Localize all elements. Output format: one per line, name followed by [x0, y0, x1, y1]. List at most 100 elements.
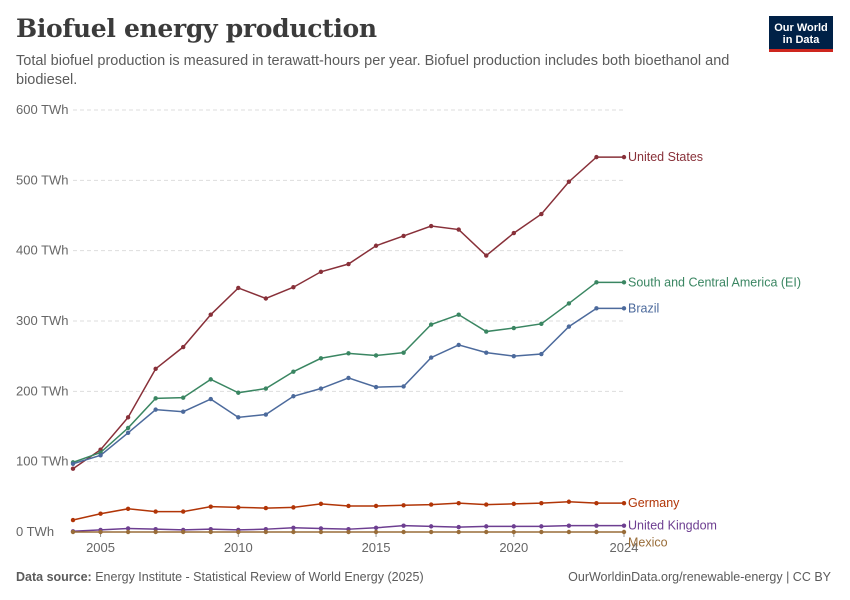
data-point[interactable] — [346, 529, 351, 535]
data-point[interactable] — [456, 524, 461, 530]
data-point[interactable] — [456, 342, 461, 348]
data-point[interactable] — [594, 529, 599, 535]
data-point[interactable] — [291, 505, 296, 510]
data-point[interactable] — [125, 529, 131, 535]
data-point[interactable] — [98, 453, 103, 458]
data-point[interactable] — [208, 529, 213, 535]
data-point[interactable] — [428, 223, 434, 229]
data-point[interactable] — [594, 500, 599, 506]
series-label[interactable]: Brazil — [628, 301, 659, 315]
url-license[interactable]: OurWorldinData.org/renewable-energy | CC… — [568, 570, 831, 584]
data-point[interactable] — [594, 154, 599, 160]
data-point[interactable] — [539, 524, 544, 529]
data-point[interactable] — [373, 353, 379, 358]
data-point[interactable] — [291, 529, 296, 535]
data-point[interactable] — [621, 500, 627, 506]
data-point[interactable] — [263, 386, 269, 391]
data-point[interactable] — [456, 500, 461, 506]
data-point[interactable] — [291, 394, 296, 399]
data-point[interactable] — [98, 511, 103, 516]
data-point[interactable] — [621, 523, 627, 528]
data-point[interactable] — [346, 375, 351, 381]
data-point[interactable] — [484, 524, 489, 529]
data-point[interactable] — [401, 350, 406, 355]
data-point[interactable] — [456, 312, 461, 317]
data-point[interactable] — [511, 529, 516, 535]
data-point[interactable] — [153, 396, 158, 401]
data-point[interactable] — [511, 524, 516, 529]
data-point[interactable] — [511, 353, 516, 359]
data-point[interactable] — [621, 306, 627, 311]
data-point[interactable] — [373, 503, 379, 509]
data-point[interactable] — [566, 529, 572, 535]
data-source-text[interactable]: Energy Institute - Statistical Review of… — [95, 570, 424, 584]
data-point[interactable] — [484, 350, 489, 355]
data-point[interactable] — [70, 461, 76, 466]
data-point[interactable] — [373, 529, 379, 535]
data-point[interactable] — [456, 227, 461, 232]
series-line[interactable] — [72, 156, 624, 470]
data-point[interactable] — [208, 377, 213, 382]
data-point[interactable] — [373, 384, 379, 390]
data-point[interactable] — [566, 499, 572, 504]
data-point[interactable] — [181, 409, 186, 414]
data-point[interactable] — [208, 396, 213, 402]
data-point[interactable] — [70, 517, 76, 523]
data-point[interactable] — [236, 390, 241, 395]
data-point[interactable] — [153, 529, 158, 535]
data-point[interactable] — [98, 529, 103, 535]
data-point[interactable] — [208, 312, 213, 317]
owid-logo[interactable]: Our World in Data — [769, 16, 833, 52]
data-point[interactable] — [181, 529, 186, 535]
data-point[interactable] — [236, 529, 241, 535]
data-point[interactable] — [125, 425, 131, 431]
data-point[interactable] — [318, 526, 324, 531]
data-point[interactable] — [236, 415, 241, 420]
data-point[interactable] — [594, 306, 599, 311]
data-point[interactable] — [125, 430, 131, 436]
data-point[interactable] — [208, 504, 213, 509]
data-point[interactable] — [484, 329, 489, 334]
data-point[interactable] — [539, 500, 544, 506]
data-point[interactable] — [401, 384, 406, 389]
data-point[interactable] — [318, 529, 324, 535]
data-point[interactable] — [125, 526, 131, 531]
data-point[interactable] — [153, 509, 158, 514]
series-line[interactable] — [72, 281, 624, 464]
data-point[interactable] — [70, 529, 76, 535]
data-point[interactable] — [263, 505, 269, 511]
data-point[interactable] — [125, 415, 131, 420]
data-point[interactable] — [566, 523, 572, 528]
series-label[interactable]: United Kingdom — [628, 519, 717, 533]
data-point[interactable] — [291, 525, 296, 530]
data-point[interactable] — [181, 509, 186, 514]
data-point[interactable] — [401, 523, 406, 528]
data-point[interactable] — [566, 324, 572, 329]
data-point[interactable] — [594, 523, 599, 528]
data-point[interactable] — [511, 325, 516, 331]
data-point[interactable] — [428, 529, 434, 535]
data-point[interactable] — [539, 211, 544, 217]
data-point[interactable] — [373, 525, 379, 530]
series-label[interactable]: South and Central America (EI) — [628, 275, 801, 289]
series-label[interactable]: United States — [628, 150, 703, 164]
data-point[interactable] — [401, 529, 406, 535]
series-label[interactable]: Mexico — [628, 536, 668, 550]
data-point[interactable] — [621, 529, 627, 535]
data-point[interactable] — [373, 243, 379, 248]
data-point[interactable] — [236, 505, 241, 510]
data-point[interactable] — [318, 386, 324, 391]
data-point[interactable] — [291, 369, 296, 374]
data-point[interactable] — [70, 466, 76, 471]
data-point[interactable] — [291, 285, 296, 290]
series-label[interactable]: Germany — [628, 496, 680, 510]
data-point[interactable] — [401, 503, 406, 508]
data-point[interactable] — [428, 322, 434, 327]
data-point[interactable] — [318, 269, 324, 274]
data-point[interactable] — [484, 529, 489, 535]
data-point[interactable] — [539, 529, 544, 535]
data-point[interactable] — [428, 355, 434, 360]
data-point[interactable] — [484, 253, 489, 258]
data-point[interactable] — [125, 506, 131, 511]
data-point[interactable] — [566, 301, 572, 306]
